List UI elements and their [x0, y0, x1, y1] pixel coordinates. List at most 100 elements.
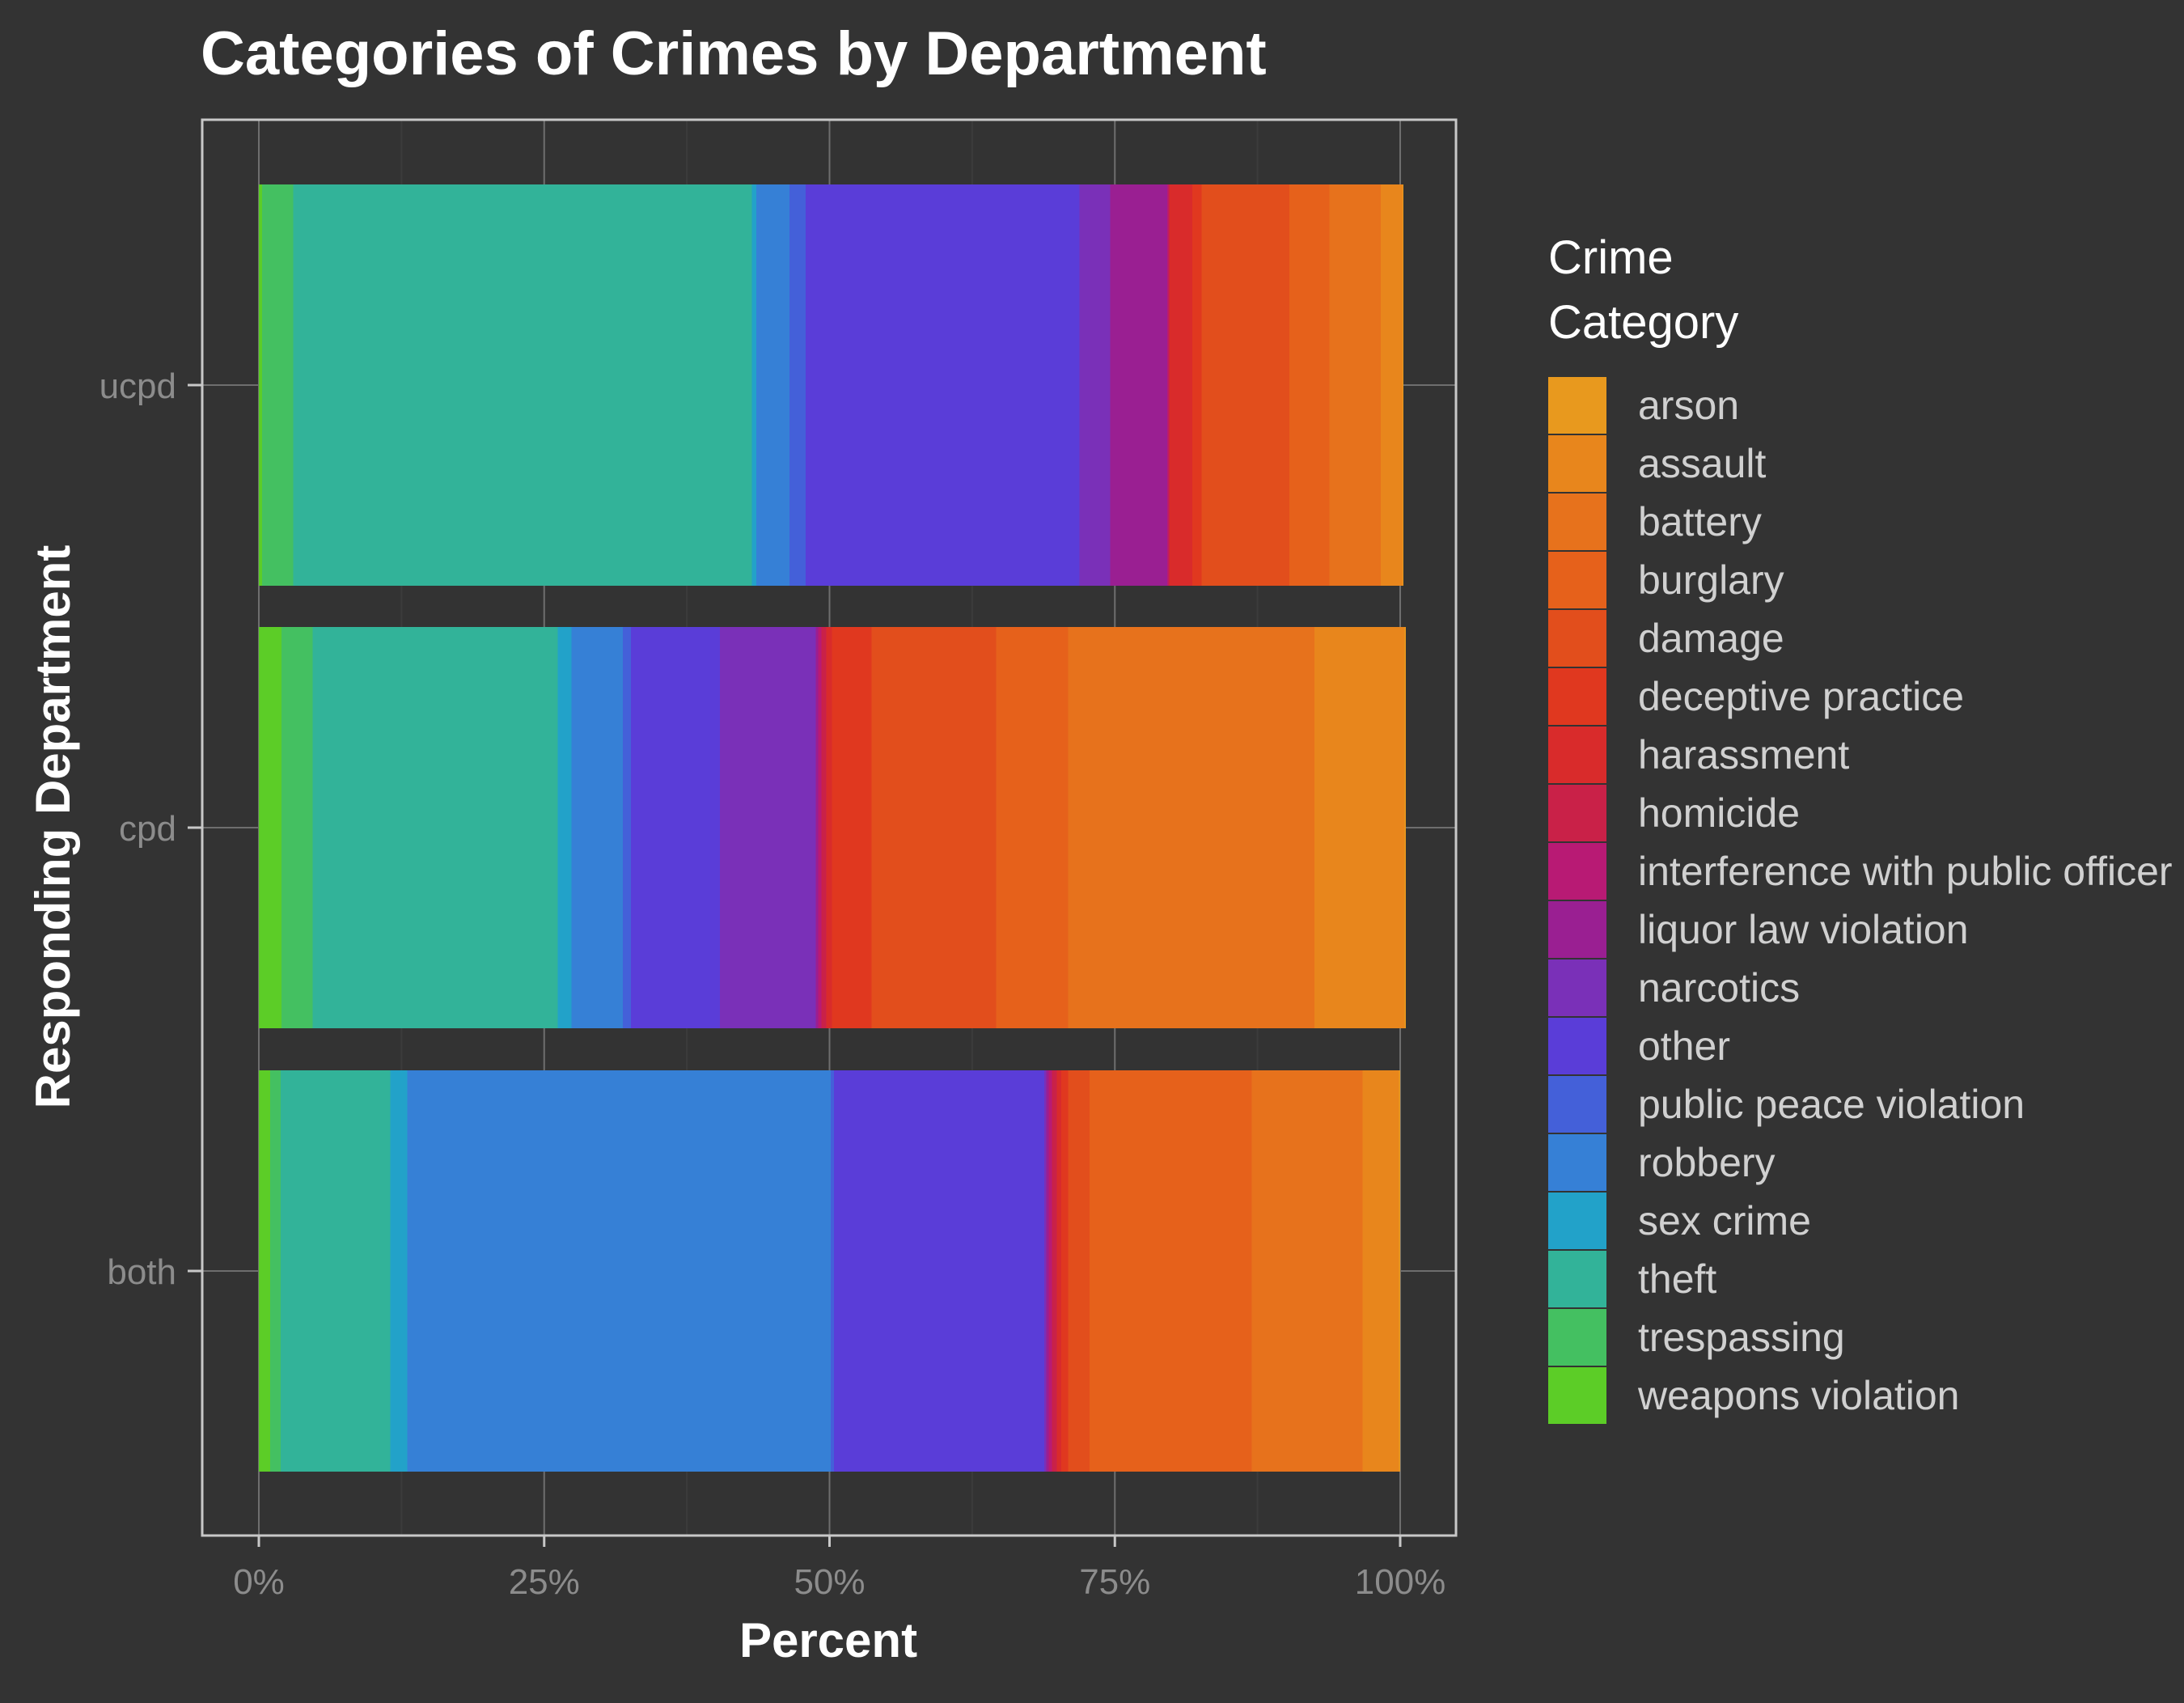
legend-swatch	[1548, 377, 1606, 434]
x-tick-label: 100%	[1355, 1562, 1446, 1602]
bar-segment-both-trespassing	[270, 1070, 281, 1472]
bar-segment-both-other	[834, 1070, 1044, 1472]
bar-segment-cpd-homicide	[821, 627, 827, 1028]
legend-title-line-2: Category	[1548, 296, 1738, 349]
bar-segment-cpd-harassment	[826, 627, 832, 1028]
axes: 0% 25% 50% 75% 100% ucpd cpd both	[99, 366, 1446, 1602]
legend-swatch	[1548, 494, 1606, 550]
bar-segment-ucpd-assault	[1381, 184, 1403, 586]
bar-group-cpd	[259, 627, 1407, 1028]
x-tick-label: 75%	[1079, 1562, 1150, 1602]
legend-item: interference with public officer	[1548, 843, 2173, 900]
legend-label: homicide	[1638, 790, 1800, 836]
legend-label: burglary	[1638, 557, 1784, 603]
bar-segment-cpd-assault	[1314, 627, 1405, 1028]
x-tick-label: 25%	[509, 1562, 580, 1602]
bar-segment-cpd-trespassing	[281, 627, 313, 1028]
legend-label: theft	[1638, 1256, 1716, 1302]
bar-segment-ucpd-battery	[1329, 184, 1382, 586]
bar-segment-both-narcotics	[1043, 1070, 1047, 1472]
bar-segment-cpd-damage	[871, 627, 997, 1028]
legend-label: liquor law violation	[1638, 907, 1969, 952]
legend-swatch	[1548, 1251, 1606, 1307]
bar-segment-both-harassment	[1056, 1070, 1061, 1472]
x-tick-label: 0%	[233, 1562, 285, 1602]
legend-swatch	[1548, 785, 1606, 841]
bar-segment-both-deceptive-practice	[1060, 1070, 1069, 1472]
bars	[259, 184, 1407, 1472]
bar-segment-ucpd-other	[805, 184, 1080, 586]
legend-item: other	[1548, 1018, 1730, 1074]
legend-item: robbery	[1548, 1134, 1776, 1191]
bar-segment-both-weapons-violation	[259, 1070, 271, 1472]
bar-segment-both-interference-with-public-officer	[1048, 1070, 1052, 1472]
legend-item: narcotics	[1548, 960, 1800, 1016]
legend-label: harassment	[1638, 732, 1849, 777]
legend-item: weapons violation	[1548, 1367, 1960, 1424]
legend-item: arson	[1548, 377, 1739, 434]
bar-segment-ucpd-liquor-law-violation	[1110, 184, 1168, 586]
legend-swatch	[1548, 435, 1606, 492]
legend-label: assault	[1638, 441, 1767, 486]
bar-segment-both-burglary	[1090, 1070, 1252, 1472]
bar-segment-ucpd-homicide	[1168, 184, 1170, 586]
x-axis-title: Percent	[739, 1613, 917, 1667]
bar-segment-both-assault	[1362, 1070, 1399, 1472]
bar-segment-ucpd-narcotics	[1079, 184, 1111, 586]
legend-swatch	[1548, 727, 1606, 783]
legend-swatch	[1548, 901, 1606, 958]
legend-item: sex crime	[1548, 1193, 1811, 1249]
legend-label: trespassing	[1638, 1315, 1845, 1360]
legend-swatch	[1548, 1018, 1606, 1074]
legend-swatch	[1548, 843, 1606, 900]
legend-label: weapons violation	[1637, 1373, 1960, 1418]
bar-segment-cpd-theft	[312, 627, 558, 1028]
x-tick-label: 50%	[794, 1562, 865, 1602]
legend-label: public peace violation	[1638, 1082, 2025, 1127]
bar-segment-cpd-public-peace-violation	[623, 627, 631, 1028]
legend-item: assault	[1548, 435, 1767, 492]
legend-item: liquor law violation	[1548, 901, 1969, 958]
y-axis-title: Responding Department	[26, 545, 80, 1109]
legend-label: sex crime	[1638, 1198, 1811, 1243]
y-tick-label: ucpd	[99, 366, 176, 406]
legend-swatch	[1548, 1309, 1606, 1366]
bar-segment-both-theft	[280, 1070, 391, 1472]
bar-segment-cpd-robbery	[571, 627, 624, 1028]
legend-item: public peace violation	[1548, 1076, 2025, 1133]
legend-item: deceptive practice	[1548, 668, 1964, 725]
y-tick-label: both	[107, 1252, 176, 1292]
bar-segment-both-battery	[1251, 1070, 1363, 1472]
bar-segment-both-sex-crime	[390, 1070, 408, 1472]
bar-segment-cpd-deceptive-practice	[832, 627, 872, 1028]
bar-segment-ucpd-trespassing	[262, 184, 294, 586]
bar-segment-ucpd-sex-crime	[751, 184, 757, 586]
bar-segment-both-robbery	[407, 1070, 831, 1472]
legend-swatch	[1548, 1076, 1606, 1133]
y-tick-label: cpd	[119, 809, 176, 849]
legend-label: arson	[1638, 383, 1739, 428]
legend-swatch	[1548, 610, 1606, 667]
bar-segment-cpd-narcotics	[720, 627, 816, 1028]
legend-item: harassment	[1548, 727, 1849, 783]
legend-item: damage	[1548, 610, 1784, 667]
bar-segment-cpd-other	[630, 627, 721, 1028]
legend-label: damage	[1638, 616, 1784, 661]
legend-swatch	[1548, 960, 1606, 1016]
bar-group-ucpd	[259, 184, 1404, 586]
legend-item: battery	[1548, 494, 1762, 550]
bar-segment-both-public-peace-violation	[830, 1070, 835, 1472]
legend-swatch	[1548, 552, 1606, 608]
legend-swatch	[1548, 1134, 1606, 1191]
legend-label: interference with public officer	[1638, 849, 2173, 894]
bar-segment-ucpd-deceptive-practice	[1192, 184, 1202, 586]
legend-label: robbery	[1638, 1140, 1776, 1185]
bar-segment-ucpd-interference-with-public-officer	[1167, 184, 1169, 586]
bar-segment-both-damage	[1068, 1070, 1090, 1472]
bar-segment-cpd-liquor-law-violation	[815, 627, 819, 1028]
bar-segment-ucpd-damage	[1201, 184, 1290, 586]
legend-label: battery	[1638, 499, 1762, 544]
bar-segment-ucpd-weapons-violation	[259, 184, 263, 586]
bar-segment-cpd-weapons-violation	[259, 627, 282, 1028]
